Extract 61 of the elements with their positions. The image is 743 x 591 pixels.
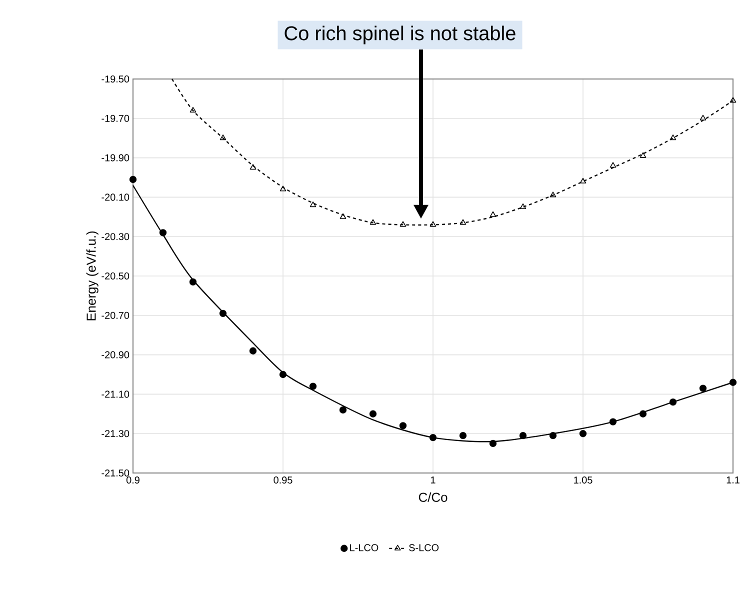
point [429,434,437,442]
point [190,106,196,113]
point [220,134,226,140]
point [340,213,346,219]
legend-label: L-LCO [350,544,378,552]
text: Co rich spinel is not stable [284,26,516,44]
legend-label: S-LCO [409,544,439,552]
point [729,378,737,386]
point [640,152,646,158]
x-tick-label: 1.1 [726,476,740,484]
point [460,219,466,225]
point [700,114,706,120]
point [310,201,316,208]
point [490,211,496,217]
x-tick-label: 1.05 [574,476,592,484]
point [400,221,406,227]
x-axis-title: C/Co [418,492,448,502]
y-tick-label: -20.10 [102,194,130,201]
y-tick-label: -21.30 [102,430,130,438]
point [129,176,137,184]
point [520,203,526,210]
point [670,134,676,140]
point [489,440,497,448]
y-tick-label: -20.50 [102,272,130,280]
point [219,310,227,318]
point [549,432,557,440]
point [369,410,377,418]
point [580,178,586,184]
point [459,432,467,440]
point [250,164,256,170]
point [519,432,527,440]
x-tick-label: 1 [431,476,436,484]
point [579,430,587,438]
x-tick-label: 0.95 [274,476,292,484]
point [610,162,616,168]
point [399,422,407,430]
y-axis-title: Energy (eV/f.u.) [86,231,98,320]
point [609,418,617,426]
y-tick-label: -19.50 [102,75,130,83]
point [730,97,736,103]
y-tick-label: -20.30 [102,233,130,240]
point [309,382,317,390]
y-tick-label: -20.90 [102,351,130,358]
point [249,347,257,354]
point [159,229,167,236]
y-tick-label: -21.10 [102,390,130,398]
point [370,219,376,225]
point [699,384,707,392]
point [430,221,436,227]
point [669,398,677,406]
point [339,406,347,414]
point [639,410,647,418]
y-tick-label: -19.90 [102,154,130,162]
y-tick-label: -21.50 [102,469,130,477]
y-tick-label: -20.70 [102,312,130,319]
y-tick-label: -19.70 [102,114,130,122]
point [550,192,556,198]
x-tick-label: 0.9 [126,476,140,484]
point [280,186,286,192]
point [189,278,197,286]
point [279,370,287,378]
